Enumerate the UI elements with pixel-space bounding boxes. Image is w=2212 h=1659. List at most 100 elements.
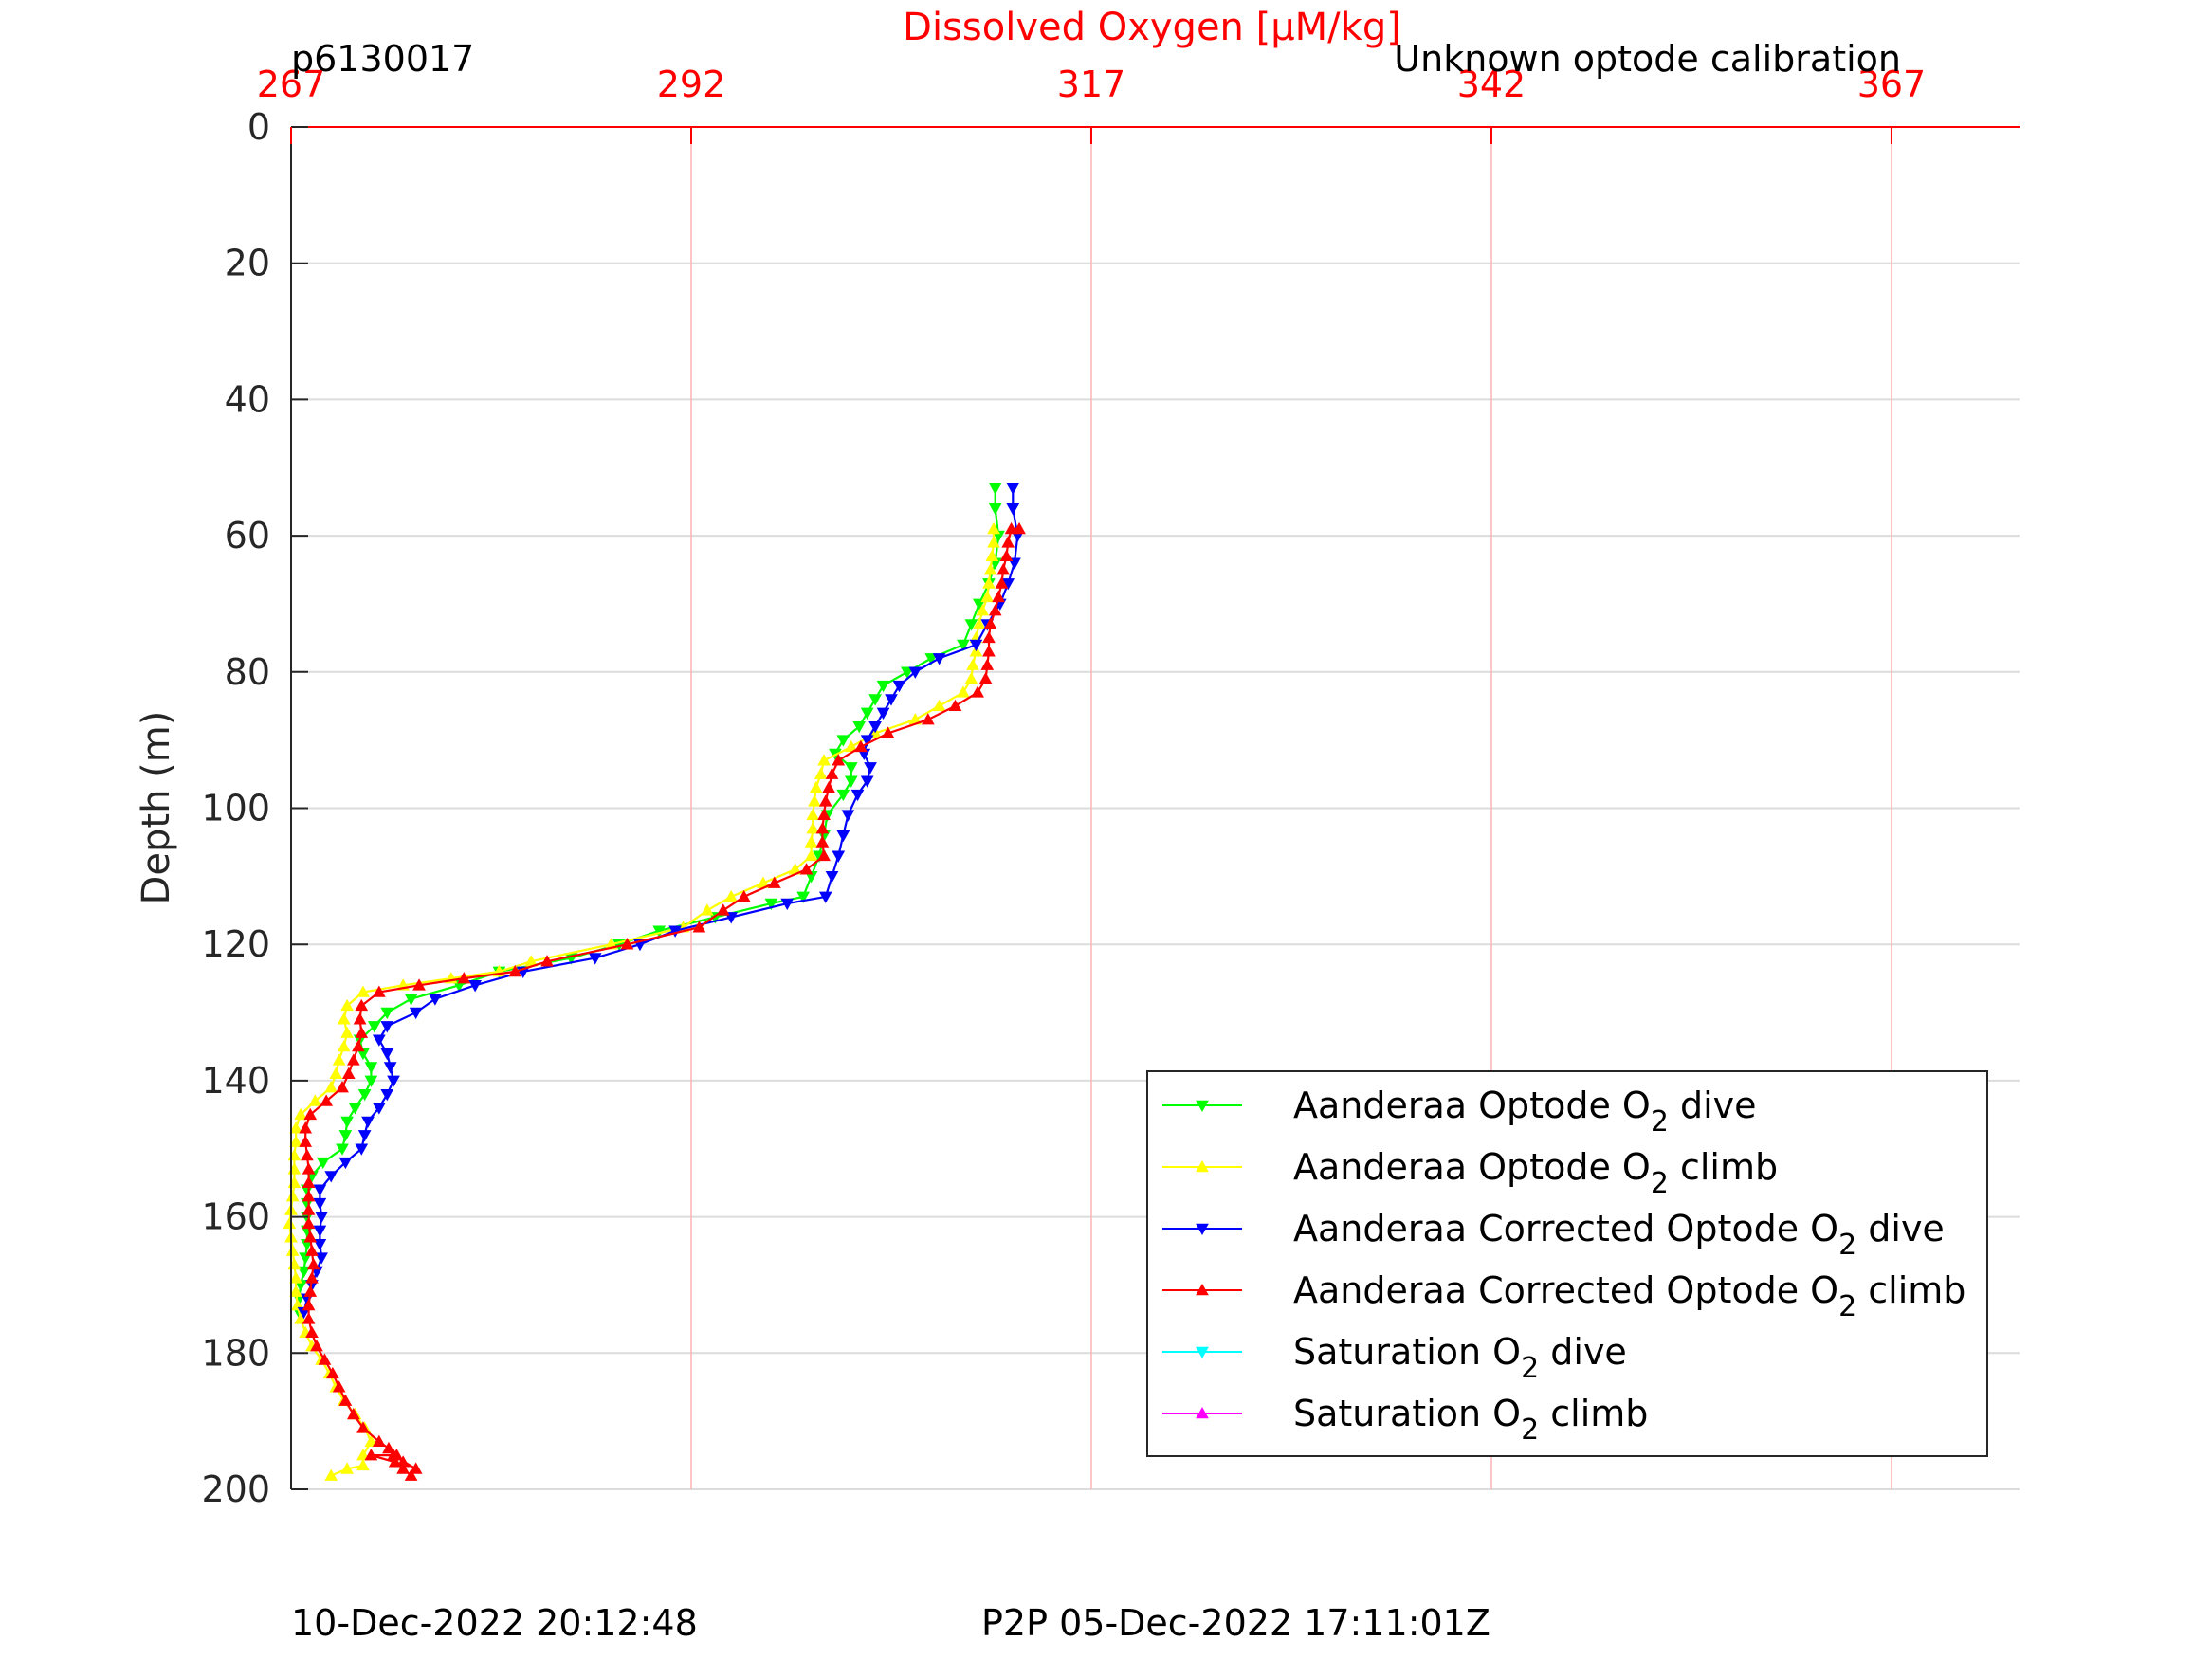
data-point <box>313 1184 327 1196</box>
legend-swatch-marker <box>1196 1159 1209 1173</box>
legend-label-suffix: climb <box>1856 1269 1965 1311</box>
data-point <box>302 1312 316 1324</box>
data-point <box>799 863 814 875</box>
data-point <box>815 822 830 834</box>
data-point <box>808 794 821 807</box>
data-point <box>921 713 935 725</box>
data-point <box>380 1021 394 1033</box>
data-point <box>764 898 778 911</box>
data-point <box>980 590 995 603</box>
data-point <box>306 1257 320 1270</box>
y-tick-label: 200 <box>201 1468 270 1510</box>
legend-label-subscript: 2 <box>1521 1413 1539 1447</box>
data-point <box>876 707 890 720</box>
data-point <box>313 1239 327 1251</box>
data-point <box>804 848 818 862</box>
legend-label: Saturation O2 dive <box>1293 1331 1627 1385</box>
data-point <box>796 891 810 903</box>
data-point <box>817 848 831 862</box>
data-point <box>969 639 983 652</box>
data-point <box>992 590 1005 603</box>
legend-item: Aanderaa Corrected Optode O2 climb <box>1162 1269 1965 1323</box>
data-point <box>364 1062 378 1074</box>
data-point <box>901 666 914 679</box>
data-point <box>868 694 882 706</box>
data-point <box>382 1441 395 1454</box>
data-point <box>302 1176 316 1188</box>
data-point <box>346 1053 360 1066</box>
legend-label-subscript: 2 <box>1838 1229 1856 1262</box>
data-point <box>932 699 946 712</box>
data-point <box>809 780 823 793</box>
legend-label-main: Saturation O <box>1293 1393 1521 1434</box>
data-point <box>868 720 882 734</box>
legend-box <box>1146 1070 1988 1457</box>
data-point <box>348 1103 362 1115</box>
data-point <box>289 1271 302 1284</box>
data-point <box>396 1455 411 1468</box>
data-point <box>341 1066 356 1080</box>
data-point <box>338 1157 353 1170</box>
footer-left-timestamp: 10-Dec-2022 20:12:48 <box>291 1602 698 1644</box>
data-point <box>302 1203 316 1215</box>
data-point <box>303 1107 318 1121</box>
x-tick-label: 317 <box>1057 64 1126 105</box>
data-point <box>324 1171 338 1183</box>
data-point <box>336 1081 349 1093</box>
data-point <box>302 1216 316 1230</box>
data-point <box>983 562 997 575</box>
data-point <box>924 653 939 665</box>
data-point <box>305 1244 319 1256</box>
data-point <box>767 876 781 888</box>
data-point <box>1006 503 1020 516</box>
data-point <box>850 789 865 802</box>
data-point <box>822 780 836 793</box>
data-point <box>337 1039 351 1052</box>
legend-label-main: Aanderaa Corrected Optode O <box>1293 1269 1838 1311</box>
data-point <box>380 1088 394 1102</box>
data-point <box>409 1007 423 1020</box>
chart-title: Dissolved Oxygen [μM/kg] <box>903 6 1401 49</box>
legend-swatch-marker <box>1196 1283 1209 1296</box>
legend-label-suffix: dive <box>1856 1208 1945 1249</box>
legend-label-subscript: 2 <box>1651 1105 1669 1139</box>
data-point <box>972 617 986 629</box>
data-point <box>383 1062 397 1074</box>
data-point <box>318 1353 332 1365</box>
legend-label: Saturation O2 climb <box>1293 1393 1648 1447</box>
data-point <box>932 653 946 665</box>
data-point <box>976 604 990 616</box>
data-point <box>332 1053 346 1066</box>
data-point <box>346 1407 360 1420</box>
data-point <box>313 1197 327 1211</box>
axes: 0 20 40 60 80 100 120 140 160 180 200 267 292 317 342 3… <box>201 64 2020 1510</box>
data-point <box>980 658 995 670</box>
y-tick-label: 100 <box>201 788 270 830</box>
legend-item: Aanderaa Corrected Optode O2 dive <box>1162 1208 1945 1262</box>
data-point <box>988 503 1002 516</box>
data-point <box>372 1103 386 1115</box>
data-point <box>620 938 634 950</box>
legend-label: Aanderaa Optode O2 dive <box>1293 1085 1757 1139</box>
data-point <box>412 978 426 991</box>
data-point <box>302 1162 316 1175</box>
x-tick-label: 342 <box>1457 64 1526 105</box>
data-point <box>804 835 818 848</box>
data-point <box>364 1434 378 1448</box>
data-point <box>356 1449 370 1461</box>
data-point <box>356 985 370 997</box>
legend-swatch-marker <box>1196 1100 1209 1113</box>
data-point <box>303 1231 318 1243</box>
data-point <box>352 1039 365 1052</box>
data-point <box>289 1285 302 1297</box>
data-point <box>985 549 999 561</box>
data-point <box>692 921 706 933</box>
data-point <box>320 1094 333 1106</box>
data-point <box>387 1075 400 1087</box>
legend-label-main: Saturation O <box>1293 1331 1521 1373</box>
legend-label-main: Aanderaa Optode O <box>1293 1146 1651 1188</box>
data-point <box>301 1148 314 1161</box>
data-point <box>336 1143 349 1156</box>
